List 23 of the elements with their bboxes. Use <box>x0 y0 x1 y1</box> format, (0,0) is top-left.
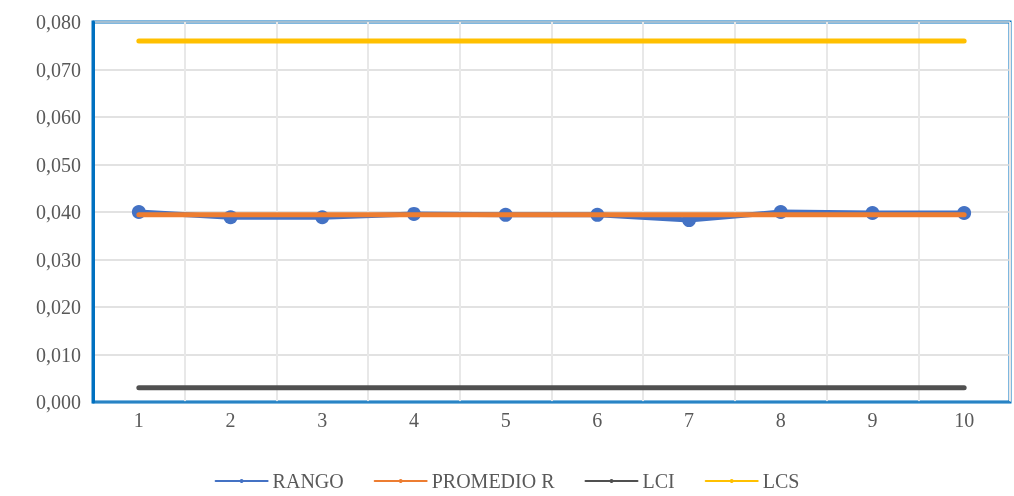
x-tick-label: 9 <box>867 409 878 431</box>
y-tick-label: 0,040 <box>36 201 81 223</box>
x-tick-label: 4 <box>408 409 419 431</box>
x-tick-label: 3 <box>317 409 328 431</box>
y-tick-label: 0,070 <box>36 58 81 81</box>
x-tick-label: 10 <box>954 409 975 431</box>
x-tick-label: 5 <box>500 409 511 431</box>
y-tick-label: 0,050 <box>36 153 81 176</box>
legend-label: RANGO <box>272 470 344 492</box>
y-tick-label: 0,010 <box>36 343 81 366</box>
y-tick-label: 0,060 <box>36 106 81 128</box>
x-tick-label: 6 <box>592 409 603 431</box>
x-tick-label: 1 <box>133 409 144 431</box>
y-tick-label: 0,080 <box>36 11 81 33</box>
legend-label: LCS <box>762 470 800 492</box>
x-tick-label: 2 <box>225 409 236 431</box>
x-tick-label: 8 <box>775 409 786 431</box>
y-tick-label: 0,000 <box>36 391 81 413</box>
x-tick-label: 7 <box>684 409 695 431</box>
legend-label: PROMEDIO R <box>431 470 556 492</box>
y-tick-label: 0,020 <box>36 296 81 318</box>
legend-label: LCI <box>642 470 675 492</box>
y-tick-label: 0,030 <box>36 248 81 271</box>
